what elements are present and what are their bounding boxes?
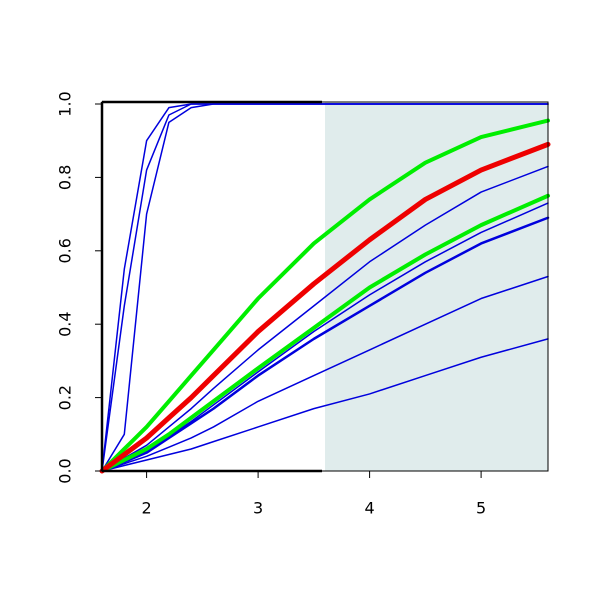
series-line [100,193,550,473]
series-line [100,118,550,473]
series-line [101,338,549,472]
x-tick-label: 4 [365,499,375,518]
series-line [99,141,551,474]
series-line [100,216,550,473]
x-tick-label: 5 [476,499,486,518]
x-tick-label: 2 [142,499,152,518]
x-tick-label: 3 [253,499,263,518]
series-line [101,275,549,472]
y-tick-label: 0.2 [56,385,75,410]
series-line [101,103,549,472]
y-tick-label: 1.0 [56,91,75,116]
series-line [101,165,549,472]
y-tick-label: 0.8 [56,165,75,190]
y-tick-label: 0.6 [56,238,75,263]
y-tick-label: 0.4 [56,311,75,336]
y-tick-label: 0.0 [56,458,75,483]
shaded-region [325,102,548,471]
